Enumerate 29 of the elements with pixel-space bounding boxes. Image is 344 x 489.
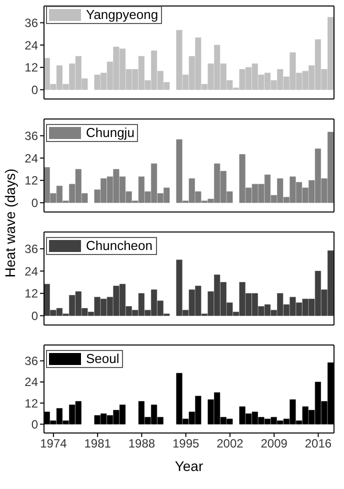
y-tick-label: 24 [24,375,38,390]
y-tick-label: 12 [24,60,38,75]
x-tick-label: 2009 [260,436,288,451]
x-tick-label: 1988 [128,436,156,451]
y-tick-label: 24 [24,38,38,52]
y-tick-label: 0 [31,308,38,323]
y-tick-label: 12 [24,174,38,188]
y-tick-label: 12 [24,286,38,301]
x-tick-label: 2002 [216,436,244,451]
x-tick-label: 2016 [304,436,332,451]
x-tick-label: 1981 [84,436,112,451]
y-tick-label: 36 [24,354,38,368]
x-tick-label: 1974 [40,436,68,451]
y-tick-label: 36 [24,242,38,256]
legend-label: Yangpyeong [86,7,158,22]
y-axis-title: Heat wave (days) [2,168,18,280]
legend-label: Chungju [86,125,134,140]
y-tick-label: 0 [31,196,38,210]
y-tick-label: 0 [31,417,38,432]
legend-label: Seoul [86,351,120,366]
x-tick-label: 1995 [172,436,200,451]
y-tick-label: 36 [24,129,38,143]
y-tick-label: 0 [31,82,38,97]
y-tick-label: 24 [24,264,38,278]
y-tick-label: 12 [24,396,38,410]
x-axis-title: Year [174,458,204,474]
legend-label: Chuncheon [86,238,152,253]
y-tick-label: 36 [24,16,38,30]
y-tick-label: 24 [24,151,38,166]
